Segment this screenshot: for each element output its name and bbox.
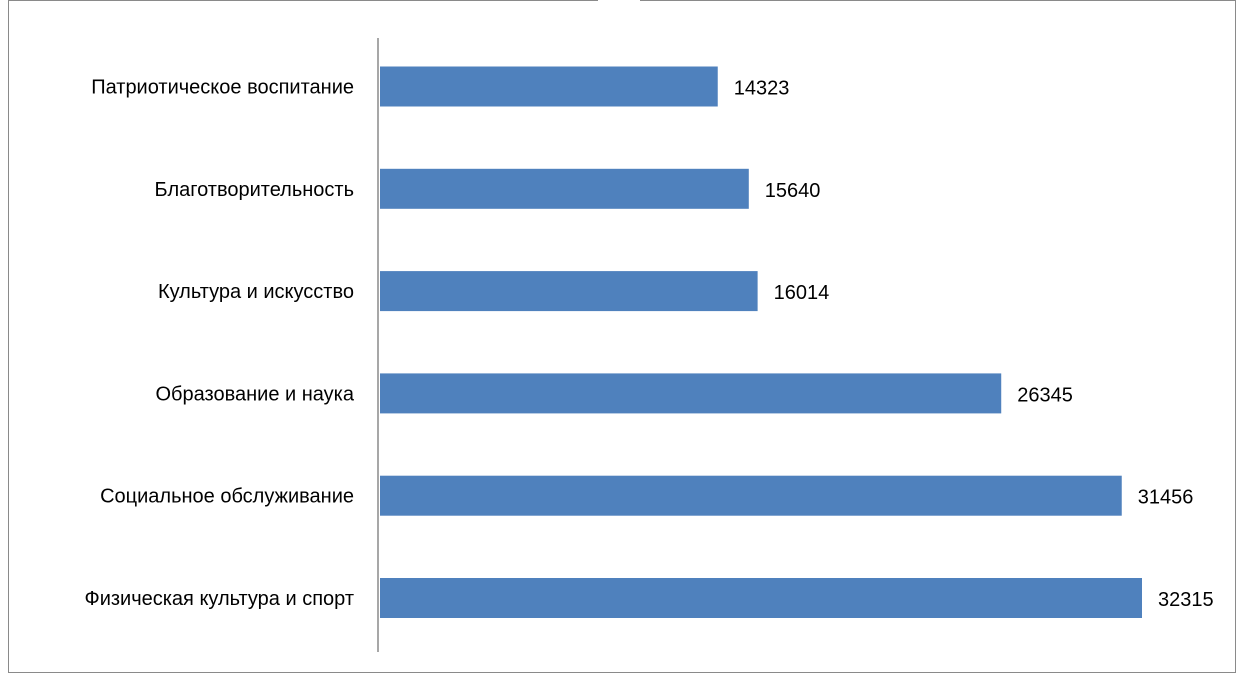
chart-frame-top-right	[640, 0, 1236, 1]
bar-1	[380, 66, 718, 107]
bar-5	[380, 475, 1122, 516]
category-label-6: Физическая культура и спорт	[84, 588, 354, 610]
category-label-4: Образование и наука	[155, 383, 354, 405]
value-label-3: 16014	[774, 282, 830, 304]
category-label-1: Патриотическое воспитание	[91, 77, 354, 99]
chart-frame	[8, 0, 1236, 673]
bar-3	[380, 271, 758, 312]
chart-frame-top-left	[8, 0, 598, 1]
value-label-5: 31456	[1138, 487, 1194, 509]
value-label-6: 32315	[1158, 589, 1214, 611]
value-label-4: 26345	[1017, 384, 1073, 406]
bar-6	[380, 578, 1142, 618]
value-label-1: 14323	[734, 78, 790, 100]
bar-4	[380, 373, 1002, 414]
category-labels-group: Патриотическое воспитание Благотворительн…	[84, 77, 354, 611]
bar-2	[380, 168, 749, 209]
value-label-2: 15640	[765, 180, 821, 202]
category-label-5: Социальное обслуживание	[100, 486, 354, 508]
category-label-3: Культура и искусство	[158, 281, 354, 303]
category-label-2: Благотворительность	[155, 179, 354, 201]
bars-group	[380, 66, 1142, 618]
value-labels-group: 14323 15640 16014 26345 31456 32315	[734, 78, 1214, 612]
